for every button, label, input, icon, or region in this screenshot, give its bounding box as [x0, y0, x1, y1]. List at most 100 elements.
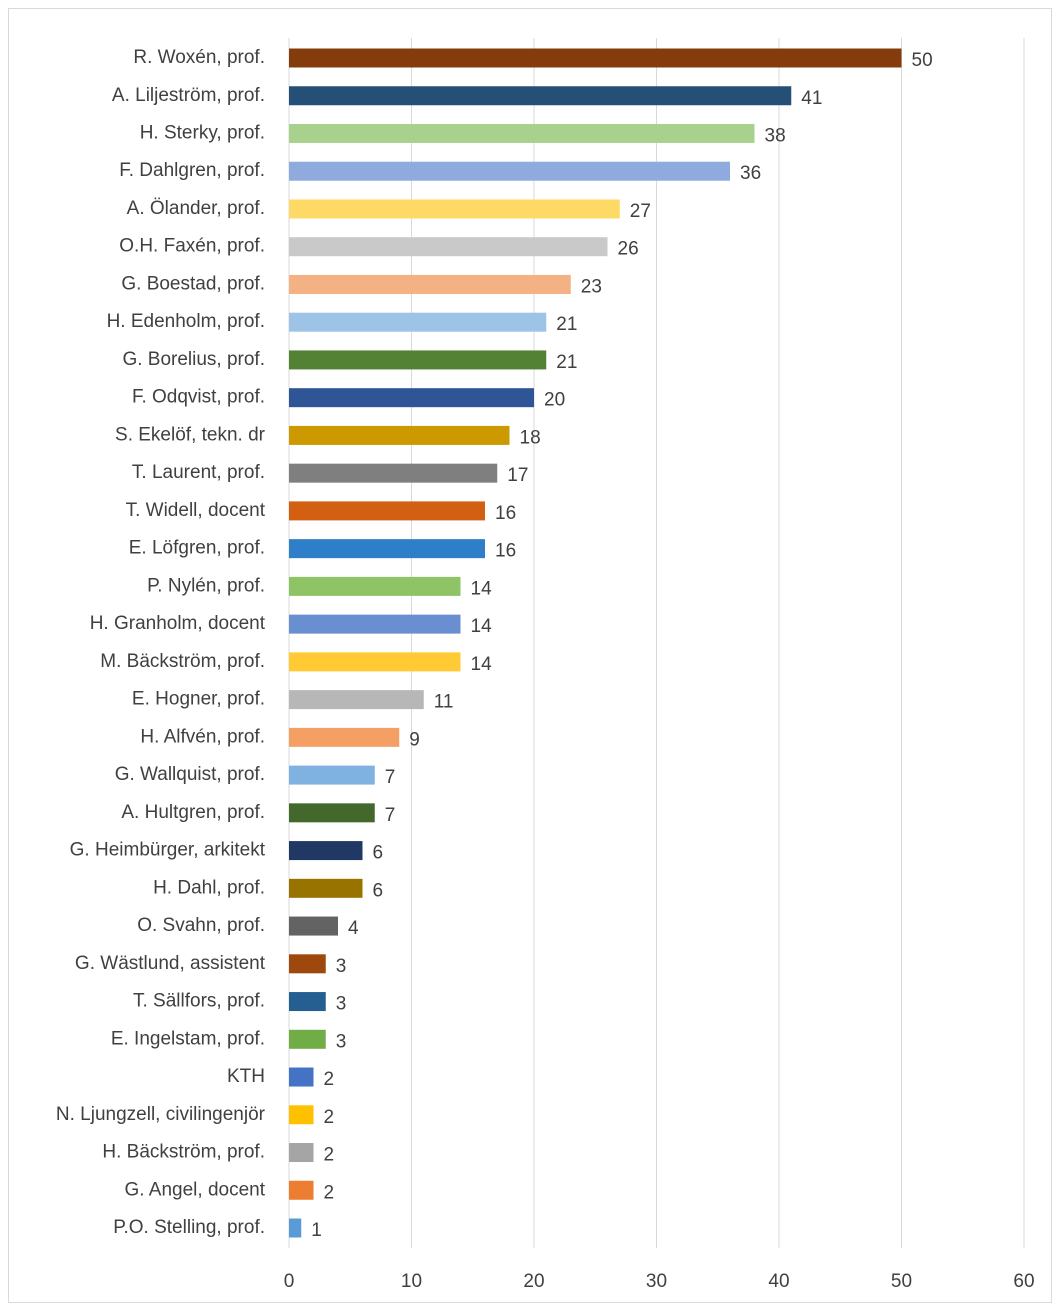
data-label: 7 [385, 767, 396, 788]
y-tick-label: P.O. Stelling, prof. [113, 1217, 265, 1238]
y-tick-label: F. Dahlgren, prof. [119, 160, 265, 181]
y-tick-label: H. Granholm, docent [90, 613, 266, 634]
x-tick-label: 0 [284, 1271, 295, 1292]
y-tick-label: G. Angel, docent [125, 1179, 266, 1200]
x-tick-label: 30 [646, 1271, 667, 1292]
data-label: 21 [556, 314, 577, 335]
y-tick-label: T. Laurent, prof. [132, 462, 265, 483]
data-label: 2 [324, 1069, 335, 1090]
y-tick-label: E. Hogner, prof. [132, 689, 265, 710]
y-tick-label: R. Woxén, prof. [133, 47, 265, 68]
bar [289, 123, 755, 143]
data-label: 20 [544, 390, 565, 411]
bar [289, 1218, 302, 1238]
bar [289, 841, 363, 861]
y-tick-label: H. Edenholm, prof. [107, 311, 265, 332]
data-label: 21 [556, 352, 577, 373]
data-label: 7 [385, 805, 396, 826]
bar [289, 312, 547, 332]
x-tick-label: 20 [523, 1271, 544, 1292]
y-tick-label: T. Widell, docent [126, 500, 266, 521]
data-label: 2 [324, 1107, 335, 1128]
bar [289, 48, 902, 68]
bar [289, 803, 375, 823]
bar [289, 765, 375, 785]
y-tick-label: E. Ingelstam, prof. [111, 1028, 265, 1049]
y-tick-label: G. Heimbürger, arkitekt [70, 840, 266, 861]
bar [289, 86, 792, 106]
data-label: 14 [471, 578, 493, 599]
data-label: 38 [765, 125, 786, 146]
data-label: 2 [324, 1145, 335, 1166]
x-tick-label: 50 [891, 1271, 912, 1292]
bar [289, 350, 547, 370]
data-label: 3 [336, 994, 347, 1015]
bar [289, 161, 730, 181]
x-tick-label: 10 [401, 1271, 422, 1292]
bar [289, 614, 461, 634]
bar [289, 916, 338, 936]
y-tick-label: E. Löfgren, prof. [129, 538, 265, 559]
y-tick-label: O.H. Faxén, prof. [119, 236, 265, 257]
data-label: 36 [740, 163, 761, 184]
bar [289, 727, 400, 747]
y-tick-label: M. Bäckström, prof. [100, 651, 265, 672]
bar [289, 274, 571, 294]
y-tick-label: P. Nylén, prof. [147, 575, 265, 596]
data-label: 3 [336, 1031, 347, 1052]
data-label: 27 [630, 201, 651, 222]
data-label: 41 [801, 88, 822, 109]
data-label: 14 [471, 654, 493, 675]
data-label: 16 [495, 503, 516, 524]
bar [289, 501, 485, 521]
y-tick-label: H. Bäckström, prof. [102, 1142, 265, 1163]
data-label: 11 [434, 692, 454, 713]
data-label: 50 [912, 50, 933, 71]
y-tick-label: A. Ölander, prof. [127, 198, 265, 219]
y-tick-label: S. Ekelöf, tekn. dr [115, 424, 266, 445]
bar [289, 1143, 314, 1163]
data-label: 26 [618, 239, 639, 260]
chart-border [8, 8, 1052, 1303]
bar [289, 690, 424, 710]
y-tick-label: H. Alfvén, prof. [140, 726, 265, 747]
bar [289, 539, 485, 559]
data-label: 23 [581, 276, 602, 297]
bar [289, 992, 326, 1012]
y-tick-label: F. Odqvist, prof. [132, 387, 265, 408]
data-label: 1 [311, 1220, 322, 1241]
data-label: 16 [495, 541, 516, 562]
bar [289, 1180, 314, 1200]
y-tick-label: G. Boestad, prof. [121, 273, 265, 294]
y-tick-label: A. Hultgren, prof. [121, 802, 265, 823]
y-tick-label: G. Wästlund, assistent [75, 953, 266, 974]
bar [289, 652, 461, 672]
data-label: 6 [373, 843, 384, 864]
y-tick-label: A. Liljeström, prof. [112, 85, 265, 106]
bar [289, 1067, 314, 1087]
y-tick-label: T. Sällfors, prof. [133, 991, 265, 1012]
data-label: 14 [471, 616, 493, 637]
bar [289, 576, 461, 596]
x-tick-label: 40 [768, 1271, 789, 1292]
data-label: 18 [520, 427, 541, 448]
y-tick-label: H. Dahl, prof. [153, 877, 265, 898]
bar [289, 463, 498, 483]
y-tick-label: G. Wallquist, prof. [115, 764, 265, 785]
data-label: 9 [409, 729, 420, 750]
y-tick-label: G. Borelius, prof. [122, 349, 265, 370]
data-label: 6 [373, 880, 384, 901]
bar [289, 954, 326, 974]
data-label: 3 [336, 956, 347, 977]
y-tick-label: N. Ljungzell, civilingenjör [56, 1104, 266, 1125]
bar [289, 878, 363, 898]
y-tick-label: H. Sterky, prof. [140, 122, 265, 143]
bar [289, 388, 534, 408]
x-tick-label: 60 [1013, 1271, 1034, 1292]
bar [289, 237, 608, 257]
bar [289, 1105, 314, 1125]
bar [289, 199, 620, 219]
data-label: 4 [348, 918, 359, 939]
data-label: 17 [507, 465, 528, 486]
